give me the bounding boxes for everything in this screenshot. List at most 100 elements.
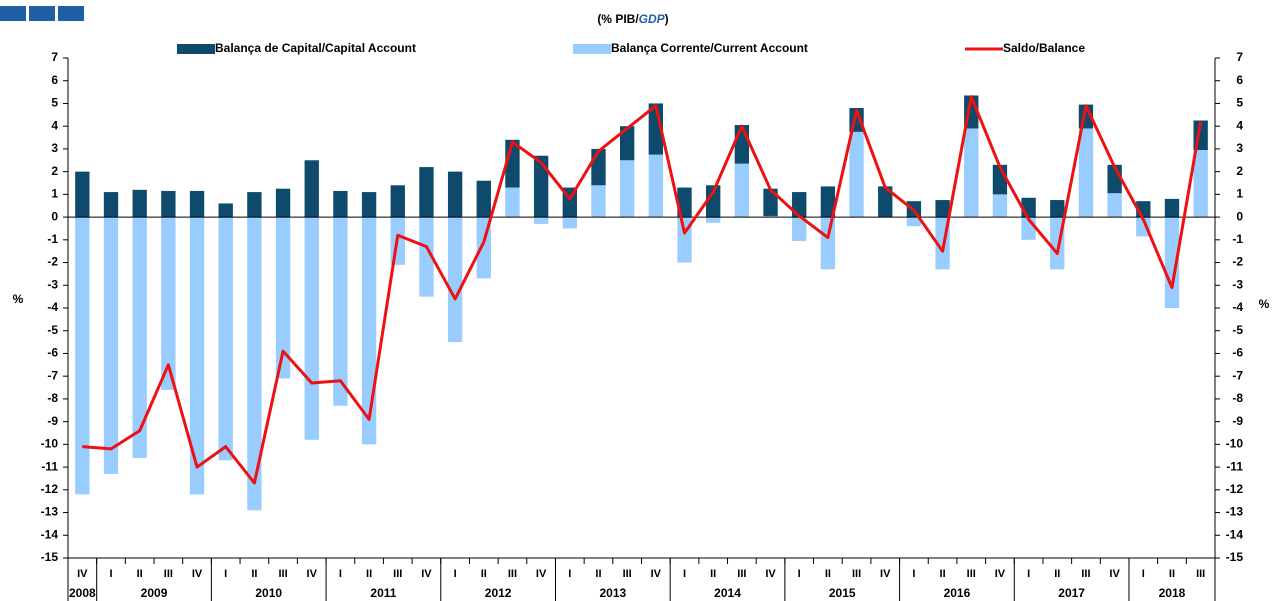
bar — [161, 217, 176, 390]
bar — [964, 128, 979, 218]
bar — [591, 148, 606, 186]
y2-tick-label: 6 — [1236, 73, 1243, 87]
y2-tick-label: -1 — [1232, 232, 1243, 246]
y-tick-label: 5 — [51, 96, 58, 110]
y-tick-label: -15 — [41, 550, 59, 564]
bar — [247, 192, 262, 218]
y2-tick-label: -15 — [1226, 550, 1244, 564]
bar — [1107, 193, 1122, 218]
x-group-label: 2018 — [1159, 586, 1186, 600]
bar — [103, 192, 119, 218]
bar — [878, 186, 893, 218]
bar — [103, 217, 119, 474]
x-tick-label: IV — [995, 568, 1006, 580]
title-part: ) — [665, 12, 669, 26]
y2-tick-label: -5 — [1232, 323, 1243, 337]
x-tick-label: III — [1081, 568, 1090, 580]
y-tick-label: 0 — [51, 209, 58, 223]
logo-block — [58, 6, 84, 21]
bar — [218, 203, 233, 218]
bar — [390, 185, 405, 218]
y-tick-label: -14 — [41, 527, 59, 541]
y-tick-label: 2 — [51, 164, 58, 178]
y2-tick-label: -9 — [1232, 414, 1243, 428]
x-tick-label: IV — [421, 568, 432, 580]
legend-swatch — [177, 44, 215, 54]
x-tick-label: III — [393, 568, 402, 580]
bar — [333, 190, 348, 218]
x-tick-label: II — [825, 568, 831, 580]
bar — [619, 160, 635, 218]
bar — [505, 187, 520, 218]
x-tick-label: III — [737, 568, 746, 580]
bar — [1078, 128, 1094, 218]
x-tick-label: IV — [651, 568, 662, 580]
x-tick-label: IV — [77, 568, 88, 580]
x-group-label: 2017 — [1058, 586, 1085, 600]
y2-tick-label: -11 — [1226, 459, 1243, 473]
legend-label: Balança de Capital/Capital Account — [215, 41, 416, 55]
x-tick-label: I — [912, 568, 915, 580]
logo-block — [0, 6, 26, 21]
x-group-label: 2013 — [599, 586, 626, 600]
bar — [906, 217, 922, 227]
y-tick-label: -9 — [47, 414, 58, 428]
x-tick-label: I — [568, 568, 571, 580]
bar — [275, 188, 291, 218]
bar — [734, 125, 750, 164]
y2-tick-label: 7 — [1236, 50, 1243, 64]
y2-tick-label: 4 — [1236, 118, 1243, 132]
y-tick-label: -5 — [47, 323, 58, 337]
x-tick-label: I — [454, 568, 457, 580]
y-tick-label: -7 — [47, 368, 58, 382]
bar — [706, 217, 721, 223]
bar — [447, 171, 463, 218]
y2-tick-label: -10 — [1226, 437, 1244, 451]
x-tick-label: III — [164, 568, 173, 580]
y-tick-label: 6 — [51, 73, 58, 87]
x-tick-label: IV — [536, 568, 547, 580]
y-axis-label: % — [13, 292, 24, 306]
y2-tick-label: 2 — [1236, 164, 1243, 178]
title-part: GDP — [639, 12, 666, 26]
x-tick-label: II — [595, 568, 601, 580]
x-tick-label: III — [278, 568, 287, 580]
y-tick-label: 1 — [51, 187, 58, 201]
x-tick-label: II — [251, 568, 257, 580]
x-tick-label: II — [481, 568, 487, 580]
x-tick-label: III — [1196, 568, 1205, 580]
bar — [161, 190, 176, 218]
bar — [304, 217, 319, 440]
y2-tick-label: -14 — [1226, 527, 1244, 541]
title-part: (% PIB/ — [597, 12, 639, 26]
x-tick-label: II — [940, 568, 946, 580]
x-group-label: 2014 — [714, 586, 741, 600]
x-tick-label: I — [109, 568, 112, 580]
bar — [304, 160, 319, 218]
y-tick-label: -6 — [47, 346, 58, 360]
y-tick-label: -1 — [47, 232, 58, 246]
x-tick-label: I — [339, 568, 342, 580]
bar — [820, 217, 836, 270]
y-tick-label: -3 — [47, 277, 58, 291]
y-tick-label: -11 — [41, 459, 58, 473]
x-group-label: 2016 — [944, 586, 971, 600]
x-tick-label: II — [1169, 568, 1175, 580]
x-tick-label: IV — [1109, 568, 1120, 580]
bar — [677, 187, 692, 218]
bar — [591, 185, 606, 218]
y-tick-label: -4 — [47, 300, 58, 314]
y-tick-label: 3 — [51, 141, 58, 155]
line-series — [82, 95, 1203, 485]
y2-tick-label: -4 — [1232, 300, 1243, 314]
x-tick-label: I — [1142, 568, 1145, 580]
x-tick-label: II — [366, 568, 372, 580]
bar — [447, 217, 463, 343]
x-group-label: 2011 — [370, 586, 396, 600]
y2-tick-label: -13 — [1226, 505, 1244, 519]
y2-tick-label: -3 — [1232, 277, 1243, 291]
y2-tick-label: -2 — [1232, 255, 1243, 269]
bar — [648, 154, 664, 218]
bar — [992, 194, 1008, 218]
